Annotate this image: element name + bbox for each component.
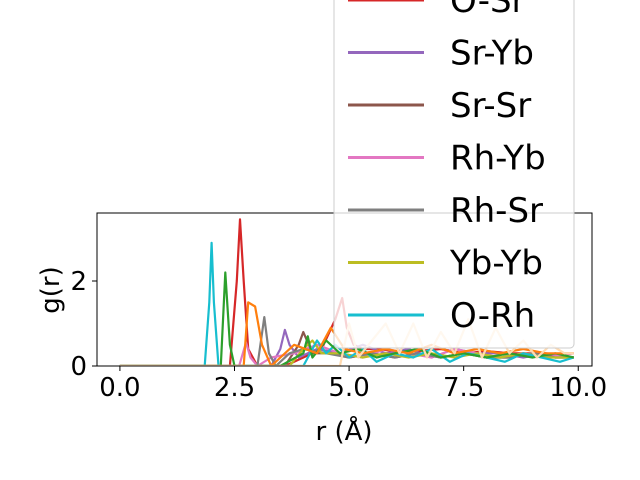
x-tick-label: 2.5 [214, 373, 255, 403]
legend-label-sr-yb: Sr-Yb [450, 34, 534, 74]
y-axis-ticks: 02 [70, 267, 97, 382]
series-layer [119, 218, 575, 366]
x-tick-label: 0.0 [99, 373, 140, 403]
legend-label-o-sr: O-Sr [450, 0, 526, 21]
series-line-o-rh [119, 241, 575, 366]
y-tick-label: 2 [70, 267, 87, 297]
x-axis-label: r (Å) [315, 415, 372, 447]
series-line-unlabeled-8 [119, 301, 574, 366]
legend-label-sr-sr: Sr-Sr [450, 86, 531, 126]
legend: O-Sr Sr-Yb Sr-Sr Rh-Yb Rh-Sr Yb-Yb O-Rh [333, 0, 575, 349]
y-tick-label: 0 [70, 352, 87, 382]
series-line-unlabeled-7 [119, 271, 574, 366]
y-axis-label: g(r) [36, 266, 66, 313]
legend-label-rh-yb: Rh-Yb [450, 139, 546, 179]
x-axis-ticks: 0.0 2.5 5.0 7.5 10.0 [99, 366, 607, 403]
series-line-rh-sr [119, 316, 574, 366]
legend-label-yb-yb: Yb-Yb [449, 244, 543, 284]
legend-box [333, 0, 575, 349]
legend-label-rh-sr: Rh-Sr [450, 191, 543, 231]
legend-label-o-rh: O-Rh [450, 296, 535, 336]
x-tick-label: 5.0 [328, 373, 369, 403]
series-line-yb-yb [119, 339, 574, 366]
x-tick-label: 7.5 [443, 373, 484, 403]
x-tick-label: 10.0 [549, 373, 607, 403]
